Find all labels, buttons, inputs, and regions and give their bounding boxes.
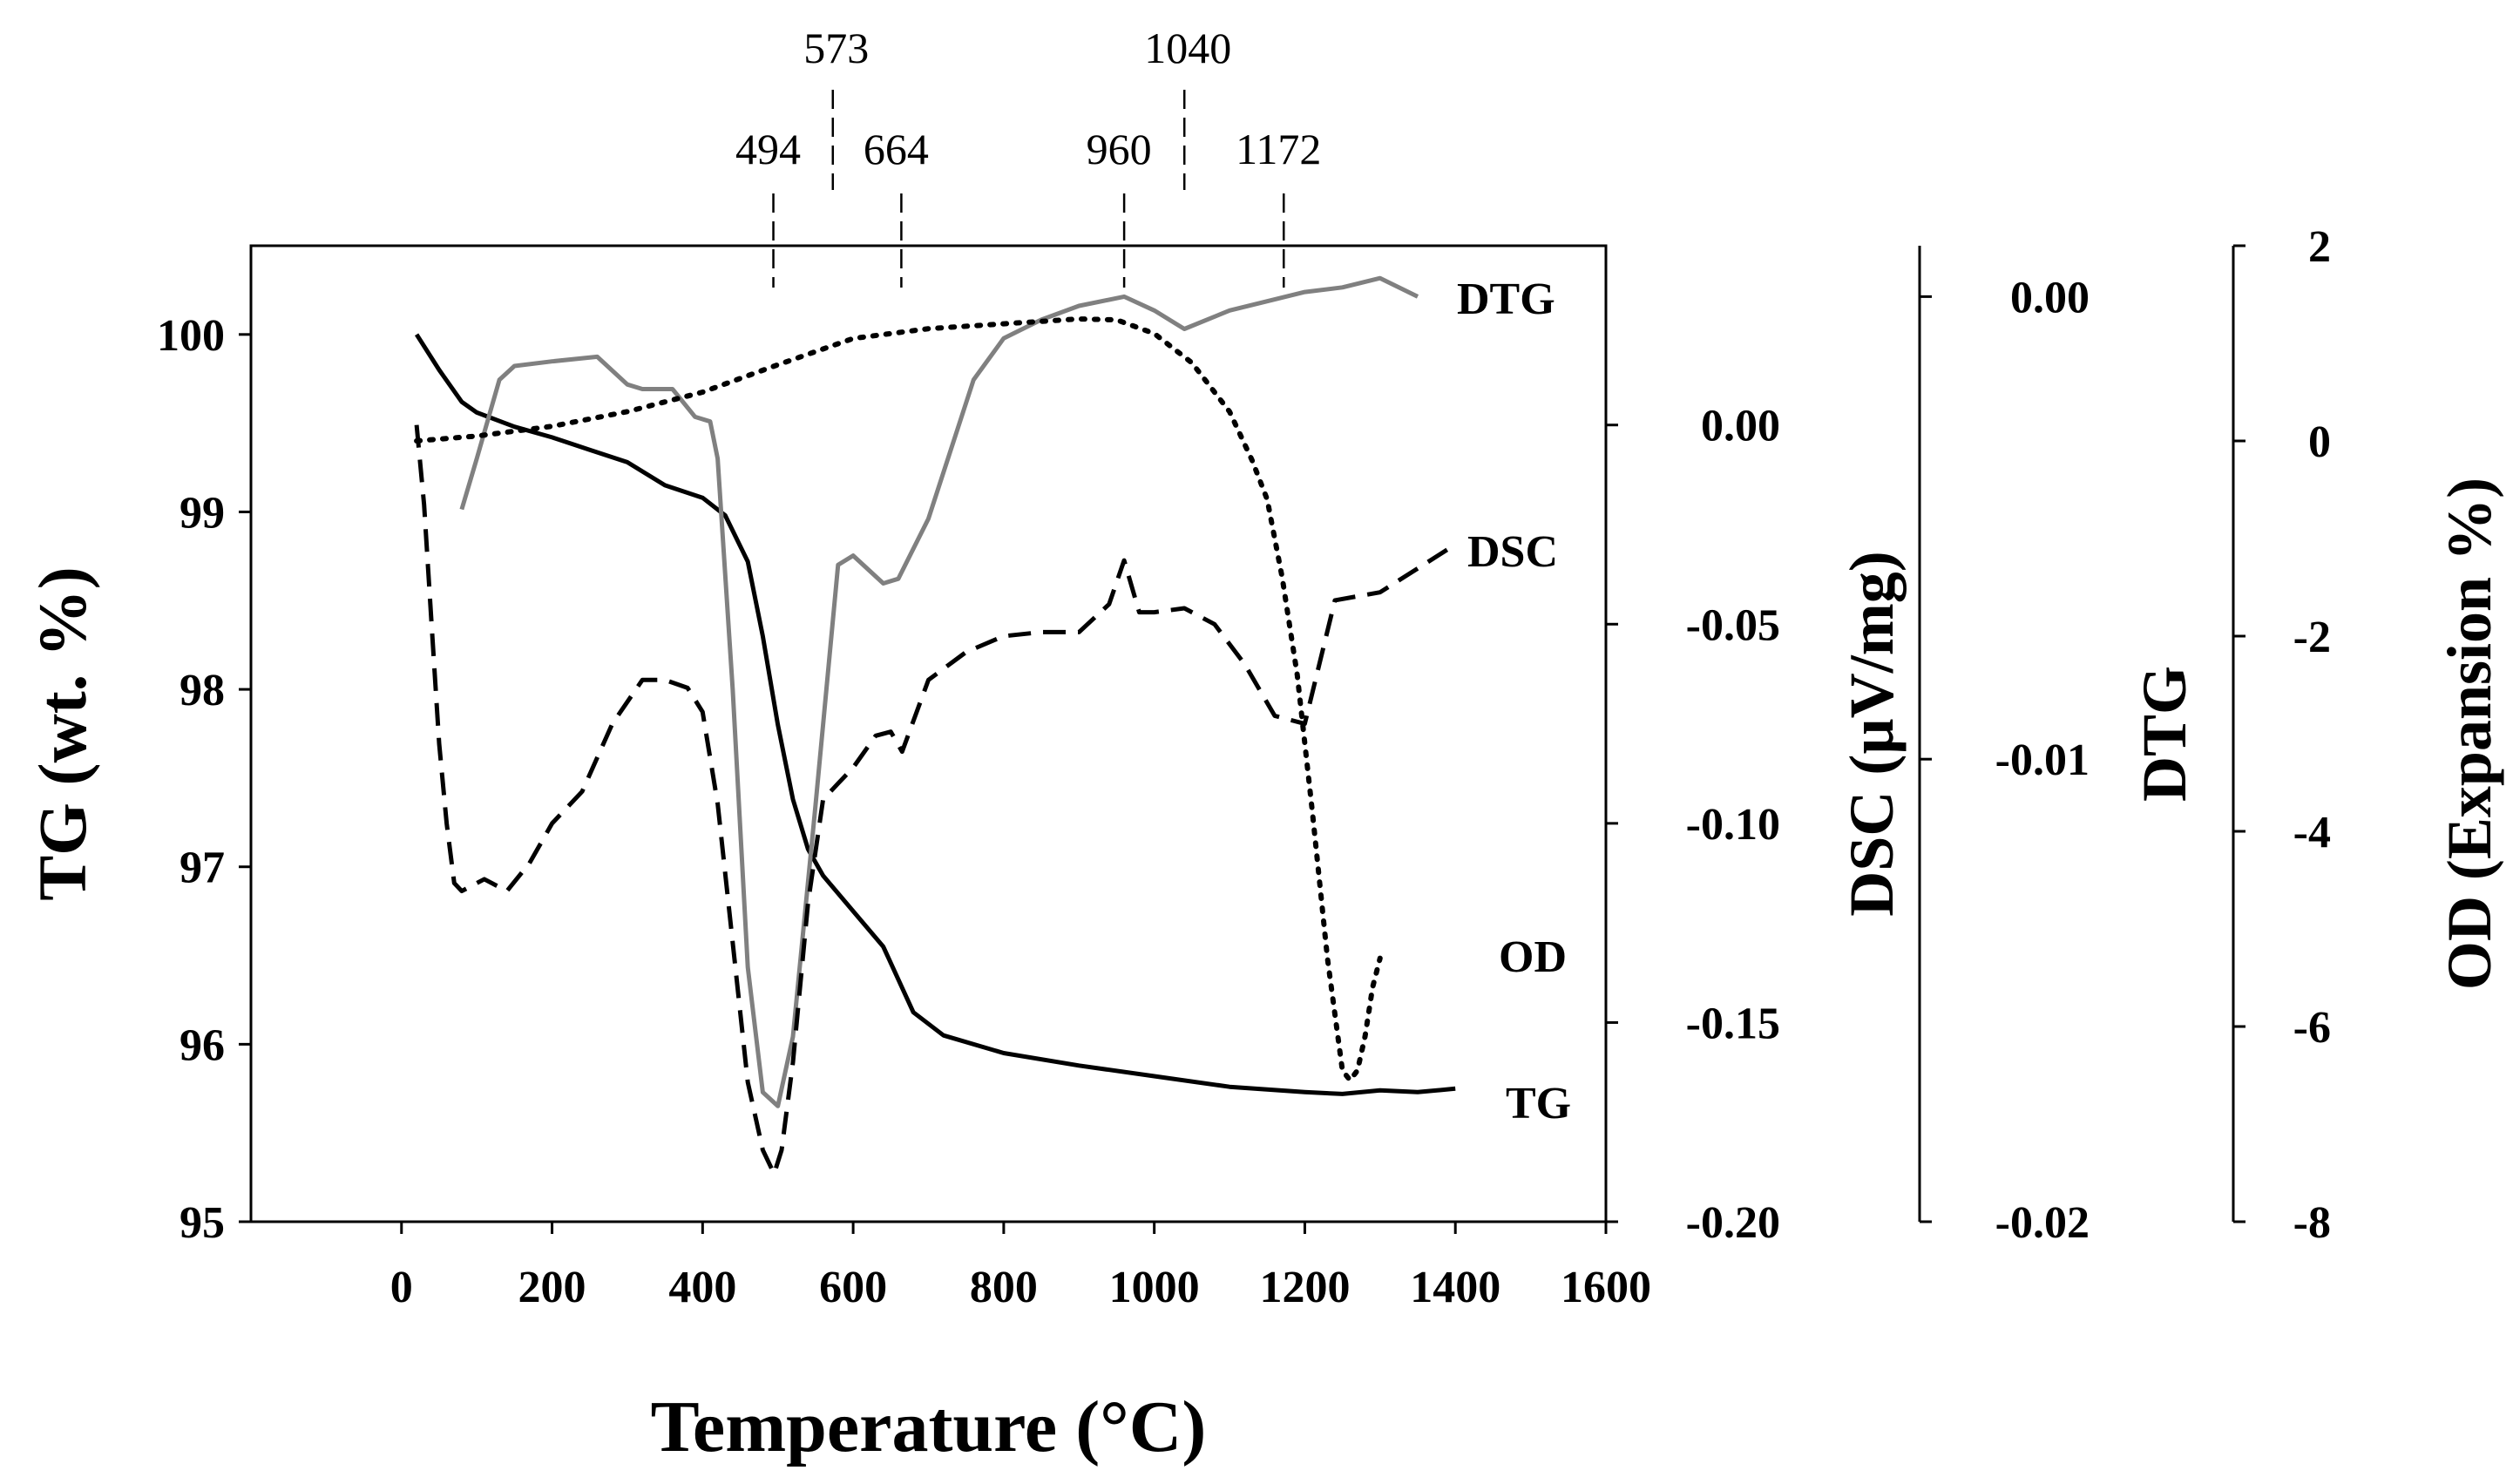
annotation-label: 960 <box>1087 125 1152 173</box>
tg-tick-label: 97 <box>180 844 225 893</box>
dsc-tick-label: -0.10 <box>1686 800 1780 850</box>
dsc-tick-label: 0.00 <box>1701 402 1780 451</box>
tg-tick-label: 95 <box>180 1198 225 1248</box>
series-layer <box>414 275 1457 1176</box>
dtg-axis-title: DTG <box>2130 666 2199 802</box>
x-tick-label: 0 <box>390 1263 413 1312</box>
dtg-tick-label: 0.00 <box>2010 273 2090 322</box>
dtg-tick-label: -0.02 <box>1995 1198 2090 1248</box>
x-tick-label: 400 <box>668 1263 736 1312</box>
od-tick-label: -8 <box>2293 1198 2331 1248</box>
od-axis-title: OD (Expansion %) <box>2435 478 2504 990</box>
annotation-label: 1040 <box>1144 24 1231 72</box>
x-tick-label: 800 <box>970 1263 1038 1312</box>
series-label-od: OD <box>1499 932 1567 982</box>
tg-axis-title: TG (wt. %) <box>24 566 100 900</box>
dsc-tick-label: -0.20 <box>1686 1198 1780 1248</box>
annotation-label: 664 <box>864 125 929 173</box>
tg-tick-label: 99 <box>180 488 225 538</box>
x-tick-label: 1600 <box>1561 1263 1651 1312</box>
od-tick-label: 2 <box>2308 222 2331 272</box>
annotation-label: 1172 <box>1236 125 1321 173</box>
od-tick-label: -6 <box>2293 1003 2331 1053</box>
x-tick-label: 200 <box>518 1263 586 1312</box>
plot-frame <box>249 244 1608 1223</box>
dtg-tick-label: -0.01 <box>1995 735 2090 785</box>
od-tick-label: -2 <box>2293 613 2331 662</box>
annotation-layer: 494 573 664 960 1040 1172 <box>735 24 1321 288</box>
dsc-axis-title: DSC (µV/mg) <box>1837 551 1907 916</box>
series-od-line <box>414 316 1383 1083</box>
axes-layer: 0 200 400 600 800 1000 1200 1400 1600Temperature… <box>24 222 2504 1467</box>
x-axis-title: Temperature (°C) <box>651 1386 1207 1467</box>
series-label-dsc: DSC <box>1467 527 1558 577</box>
series-dtg-line <box>459 275 1419 1108</box>
x-tick-label: 1200 <box>1259 1263 1350 1312</box>
x-tick-label: 1000 <box>1109 1263 1200 1312</box>
series-tg-line <box>414 333 1456 1096</box>
dsc-tick-label: -0.05 <box>1686 600 1780 650</box>
od-tick-label: -4 <box>2293 808 2331 857</box>
x-tick-label: 600 <box>819 1263 887 1312</box>
series-label-tg: TG <box>1506 1079 1571 1128</box>
labels-layer: DTG DSC OD TG <box>1457 274 1571 1128</box>
dsc-tick-label: -0.15 <box>1686 999 1780 1048</box>
tg-tick-label: 98 <box>180 666 225 715</box>
tg-tick-label: 96 <box>180 1020 225 1070</box>
annotation-label: 494 <box>735 125 801 173</box>
od-tick-label: 0 <box>2308 417 2331 467</box>
series-dsc-line <box>414 424 1457 1176</box>
x-tick-label: 1400 <box>1410 1263 1500 1312</box>
series-label-dtg: DTG <box>1457 274 1555 324</box>
annotation-label: 573 <box>803 24 869 72</box>
tg-tick-label: 100 <box>157 311 225 361</box>
